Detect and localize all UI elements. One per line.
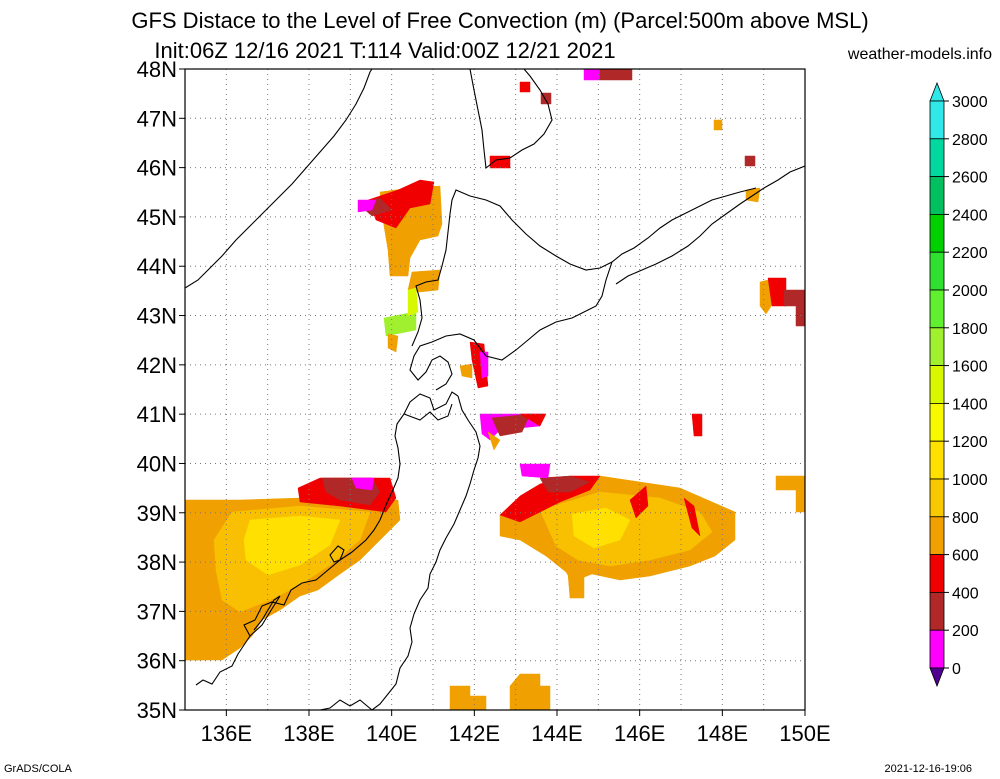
lon-label: 142E [449, 721, 500, 746]
colorbar-segment [929, 554, 945, 593]
field-patch [351, 477, 375, 491]
lat-label: 37N [137, 599, 177, 624]
coastline-sakhalin [469, 69, 553, 170]
lat-label: 46N [137, 156, 177, 181]
colorbar-label: 200 [952, 623, 979, 640]
colorbar-segment [929, 365, 945, 404]
field-patch [713, 119, 723, 131]
field-patch [459, 363, 473, 379]
footer-timestamp: 2021-12-16-19:06 [884, 763, 972, 775]
colorbar-segment [929, 402, 945, 442]
coastline-kanto [319, 699, 373, 710]
colorbar-label: 1600 [952, 359, 988, 376]
colorbar-label: 0 [952, 661, 961, 678]
field-patch [519, 81, 531, 93]
lat-label: 48N [137, 57, 177, 82]
colorbar-segment [929, 100, 945, 140]
colorbar-top-arrow [929, 81, 945, 102]
field-patch [583, 69, 601, 81]
field-patch [185, 615, 231, 661]
coastline-sado [329, 545, 345, 563]
field-patch [407, 287, 419, 317]
coastline-honshu-east [371, 395, 481, 710]
field-patch [367, 179, 435, 229]
field-patch [629, 485, 649, 519]
coastline-hokkaido [409, 187, 757, 391]
colorbar-segment [929, 440, 945, 480]
colorbar-label: 600 [952, 548, 979, 565]
field-patch [783, 289, 805, 327]
footer-software: GrADS/COLA [4, 763, 72, 775]
field-patch [387, 333, 399, 353]
map-subtitle: Init:06Z 12/16 2021 T:114 Valid:00Z 12/2… [154, 38, 616, 63]
lat-label: 47N [137, 106, 177, 131]
colorbar-segment [929, 478, 945, 518]
lon-label: 140E [366, 721, 417, 746]
coastline-mutsu [403, 403, 453, 421]
colorbar-label: 1400 [952, 396, 988, 413]
lat-label: 39N [137, 501, 177, 526]
colorbar-segment [929, 176, 945, 215]
field-patch [487, 431, 501, 451]
field-patch [691, 413, 703, 437]
site-credit: weather-models.info [847, 46, 992, 63]
lon-label: 144E [531, 721, 582, 746]
lat-label: 38N [137, 550, 177, 575]
colorbar-label: 3000 [952, 94, 988, 111]
coastline-noto [249, 595, 281, 637]
field-patch [519, 413, 547, 427]
colorbar-segment [929, 327, 945, 366]
field-patch [449, 685, 487, 710]
colorbar-segment [929, 592, 945, 631]
colorbar-label: 2600 [952, 170, 988, 187]
field-patch [567, 573, 585, 599]
lat-label: 40N [137, 451, 177, 476]
coastline-kurils [615, 165, 805, 285]
colorbar-label: 2800 [952, 132, 988, 149]
colorbar-label: 1000 [952, 472, 988, 489]
colorbar-label: 2400 [952, 207, 988, 224]
lon-label: 136E [201, 721, 252, 746]
colorbar-segment [929, 516, 945, 555]
field-patch [571, 507, 631, 549]
colorbar-segment [929, 251, 945, 291]
lat-label: 41N [137, 402, 177, 427]
coastline-mainland [185, 69, 373, 289]
colorbar-label: 1800 [952, 321, 988, 338]
lat-label: 44N [137, 254, 177, 279]
field-patch [243, 515, 341, 576]
colorbar-label: 2000 [952, 283, 988, 300]
field-patch [491, 413, 531, 437]
colorbar-segment [929, 138, 945, 178]
field-patch [539, 475, 591, 493]
lat-label: 42N [137, 353, 177, 378]
colorbar-segment [929, 213, 945, 253]
field-patch [357, 199, 377, 213]
lat-label: 36N [137, 649, 177, 674]
lat-label: 35N [137, 698, 177, 723]
map-title: GFS Distace to the Level of Free Convect… [131, 8, 869, 33]
field-patch [775, 475, 805, 513]
field-patch [509, 673, 551, 710]
field-patch [519, 463, 551, 479]
field-patch [599, 69, 633, 81]
lat-label: 43N [137, 304, 177, 329]
coastline-honshu-west [195, 391, 459, 686]
field-patch [744, 155, 756, 167]
colorbar-label: 800 [952, 510, 979, 527]
colorbar-bottom-arrow [929, 667, 945, 688]
lon-label: 150E [779, 721, 830, 746]
field-patch [479, 351, 489, 379]
colorbar-segment [929, 289, 945, 329]
colorbar-segment [929, 629, 945, 669]
colorbar-label: 400 [952, 585, 979, 602]
colorbar-label: 1200 [952, 434, 988, 451]
lon-label: 148E [697, 721, 748, 746]
lon-label: 146E [614, 721, 665, 746]
colorbar-label: 2200 [952, 245, 988, 262]
lon-label: 138E [283, 721, 334, 746]
field-patch [683, 497, 701, 537]
lat-label: 45N [137, 205, 177, 230]
